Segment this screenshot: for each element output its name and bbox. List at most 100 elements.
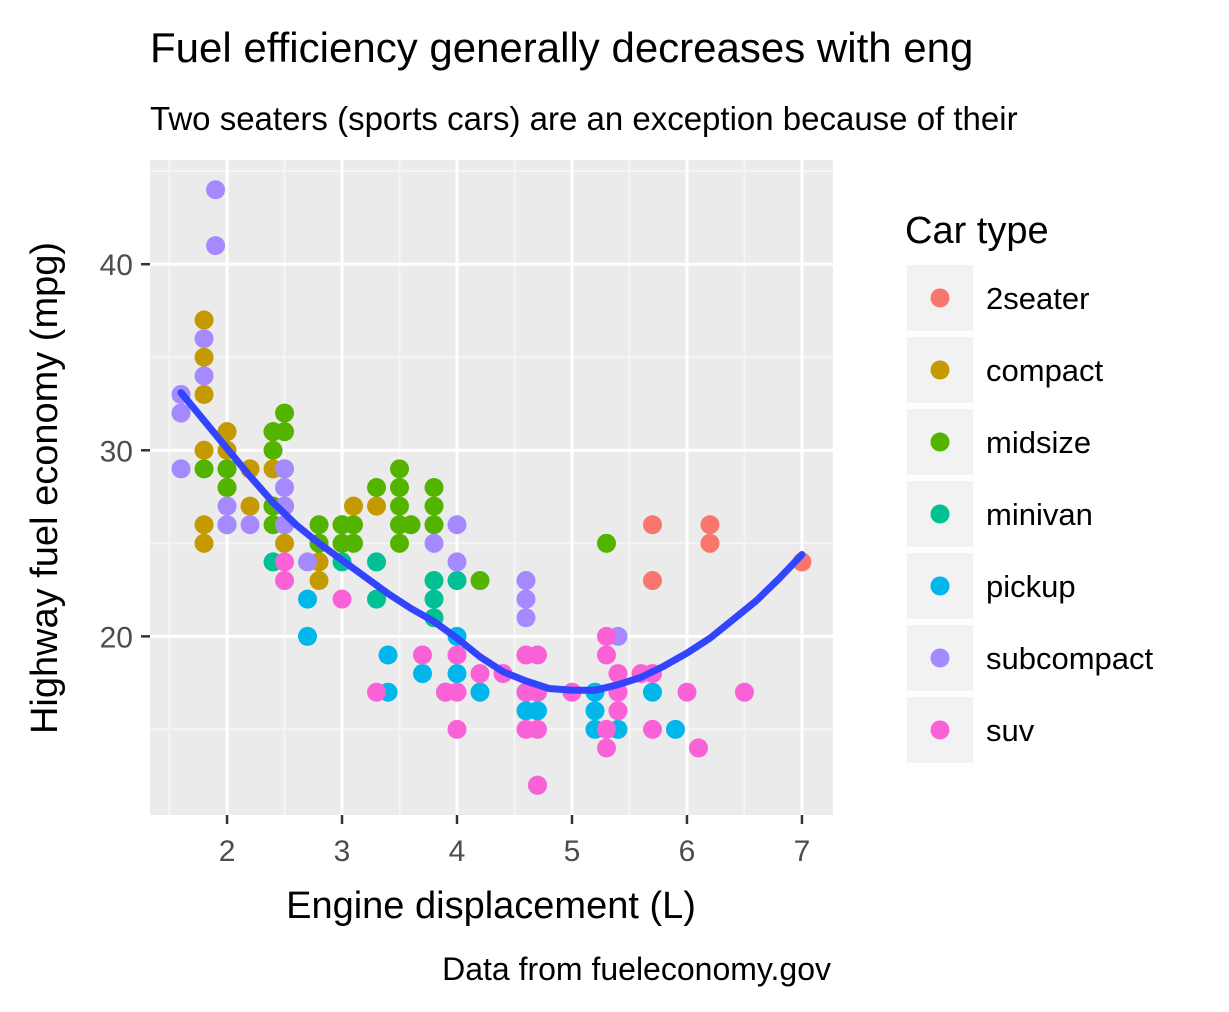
- chart-title: Fuel efficiency generally decreases with…: [150, 24, 973, 71]
- data-point-subcompact: [194, 366, 214, 386]
- data-point-suv: [527, 645, 547, 665]
- data-point-pickup: [298, 589, 318, 609]
- legend-item-subcompact: subcompact: [907, 625, 1154, 691]
- data-point-subcompact: [240, 515, 260, 535]
- legend-marker: [930, 648, 950, 668]
- legend-label: midsize: [986, 425, 1091, 460]
- data-point-suv: [413, 645, 433, 665]
- data-point-midsize: [390, 496, 410, 516]
- legend: Car type 2seater compact midsize minivan pic…: [905, 210, 1154, 763]
- legend-label: compact: [986, 353, 1104, 388]
- data-point-midsize: [275, 403, 295, 423]
- data-point-subcompact: [194, 329, 214, 349]
- data-point-subcompact: [171, 403, 191, 423]
- data-point-subcompact: [424, 533, 444, 553]
- data-point-subcompact: [217, 515, 237, 535]
- legend-label: subcompact: [986, 641, 1154, 676]
- data-point-subcompact: [206, 236, 226, 256]
- data-point-pickup: [298, 626, 318, 646]
- data-point-suv: [677, 682, 697, 702]
- data-point-subcompact: [516, 608, 536, 628]
- data-point-pickup: [413, 664, 433, 684]
- data-point-suv: [275, 552, 295, 572]
- x-tick-label: 5: [564, 835, 581, 868]
- data-point-subcompact: [516, 571, 536, 591]
- y-tick-label: 20: [100, 621, 133, 654]
- data-point-2seater: [700, 533, 720, 553]
- x-tick-label: 6: [679, 835, 696, 868]
- data-point-pickup: [642, 682, 662, 702]
- y-axis-label: Highway fuel economy (mpg): [24, 242, 66, 734]
- legend-item-compact: compact: [907, 337, 1104, 403]
- data-point-midsize: [367, 478, 387, 497]
- legend-marker: [930, 720, 950, 740]
- data-point-compact: [194, 440, 214, 460]
- legend-item-midsize: midsize: [907, 409, 1091, 475]
- legend-title: Car type: [905, 210, 1049, 252]
- data-point-suv: [608, 664, 628, 684]
- data-point-2seater: [642, 571, 662, 591]
- data-point-minivan: [367, 589, 387, 609]
- legend-marker: [930, 288, 950, 308]
- data-point-suv: [596, 719, 616, 739]
- data-point-suv: [470, 664, 490, 684]
- legend-marker: [930, 360, 950, 380]
- chart-caption: Data from fueleconomy.gov: [442, 951, 831, 987]
- x-axis-label: Engine displacement (L): [286, 885, 696, 927]
- data-point-midsize: [390, 459, 410, 479]
- data-point-pickup: [665, 719, 685, 739]
- legend-item-minivan: minivan: [907, 481, 1093, 547]
- data-point-compact: [240, 496, 260, 516]
- data-point-suv: [447, 645, 467, 665]
- legend-label: 2seater: [986, 281, 1089, 316]
- plot-panel: [150, 160, 833, 815]
- data-point-midsize: [424, 478, 444, 497]
- legend-item-suv: suv: [907, 697, 1035, 763]
- data-point-subcompact: [298, 552, 318, 572]
- data-point-suv: [527, 775, 547, 795]
- data-point-midsize: [390, 533, 410, 553]
- legend-marker: [930, 504, 950, 524]
- legend-item-pickup: pickup: [907, 553, 1076, 619]
- data-point-compact: [194, 533, 214, 553]
- grid-major: [150, 160, 833, 815]
- y-axis: 20 30 40: [100, 249, 150, 654]
- data-point-pickup: [447, 664, 467, 684]
- data-point-suv: [527, 719, 547, 739]
- y-tick-label: 40: [100, 249, 133, 282]
- data-point-midsize: [401, 515, 421, 535]
- legend-marker: [930, 576, 950, 596]
- data-point-compact: [344, 496, 364, 516]
- data-point-minivan: [447, 571, 467, 591]
- data-point-suv: [447, 719, 467, 739]
- data-point-subcompact: [447, 552, 467, 572]
- x-axis: 2 3 4 5 6 7: [219, 815, 811, 868]
- data-point-compact: [275, 533, 295, 553]
- data-point-suv: [608, 701, 628, 721]
- x-tick-label: 2: [219, 835, 236, 868]
- data-point-suv: [596, 626, 616, 646]
- legend-label: pickup: [986, 569, 1076, 604]
- data-point-midsize: [344, 533, 364, 553]
- data-point-midsize: [275, 422, 295, 442]
- data-point-compact: [194, 310, 214, 330]
- data-point-midsize: [217, 478, 237, 497]
- data-point-subcompact: [206, 180, 226, 200]
- data-point-suv: [734, 682, 754, 702]
- data-point-2seater: [700, 515, 720, 535]
- data-point-compact: [309, 571, 329, 591]
- data-point-subcompact: [171, 459, 191, 479]
- legend-label: minivan: [986, 497, 1093, 532]
- data-point-subcompact: [447, 515, 467, 535]
- data-points: [171, 180, 812, 795]
- data-point-midsize: [217, 459, 237, 479]
- data-point-2seater: [642, 515, 662, 535]
- data-point-minivan: [424, 571, 444, 591]
- data-point-midsize: [309, 515, 329, 535]
- data-point-pickup: [527, 701, 547, 721]
- x-tick-label: 7: [794, 835, 811, 868]
- data-point-minivan: [424, 589, 444, 609]
- data-point-suv: [596, 645, 616, 665]
- data-point-midsize: [390, 478, 410, 497]
- data-point-compact: [194, 384, 214, 404]
